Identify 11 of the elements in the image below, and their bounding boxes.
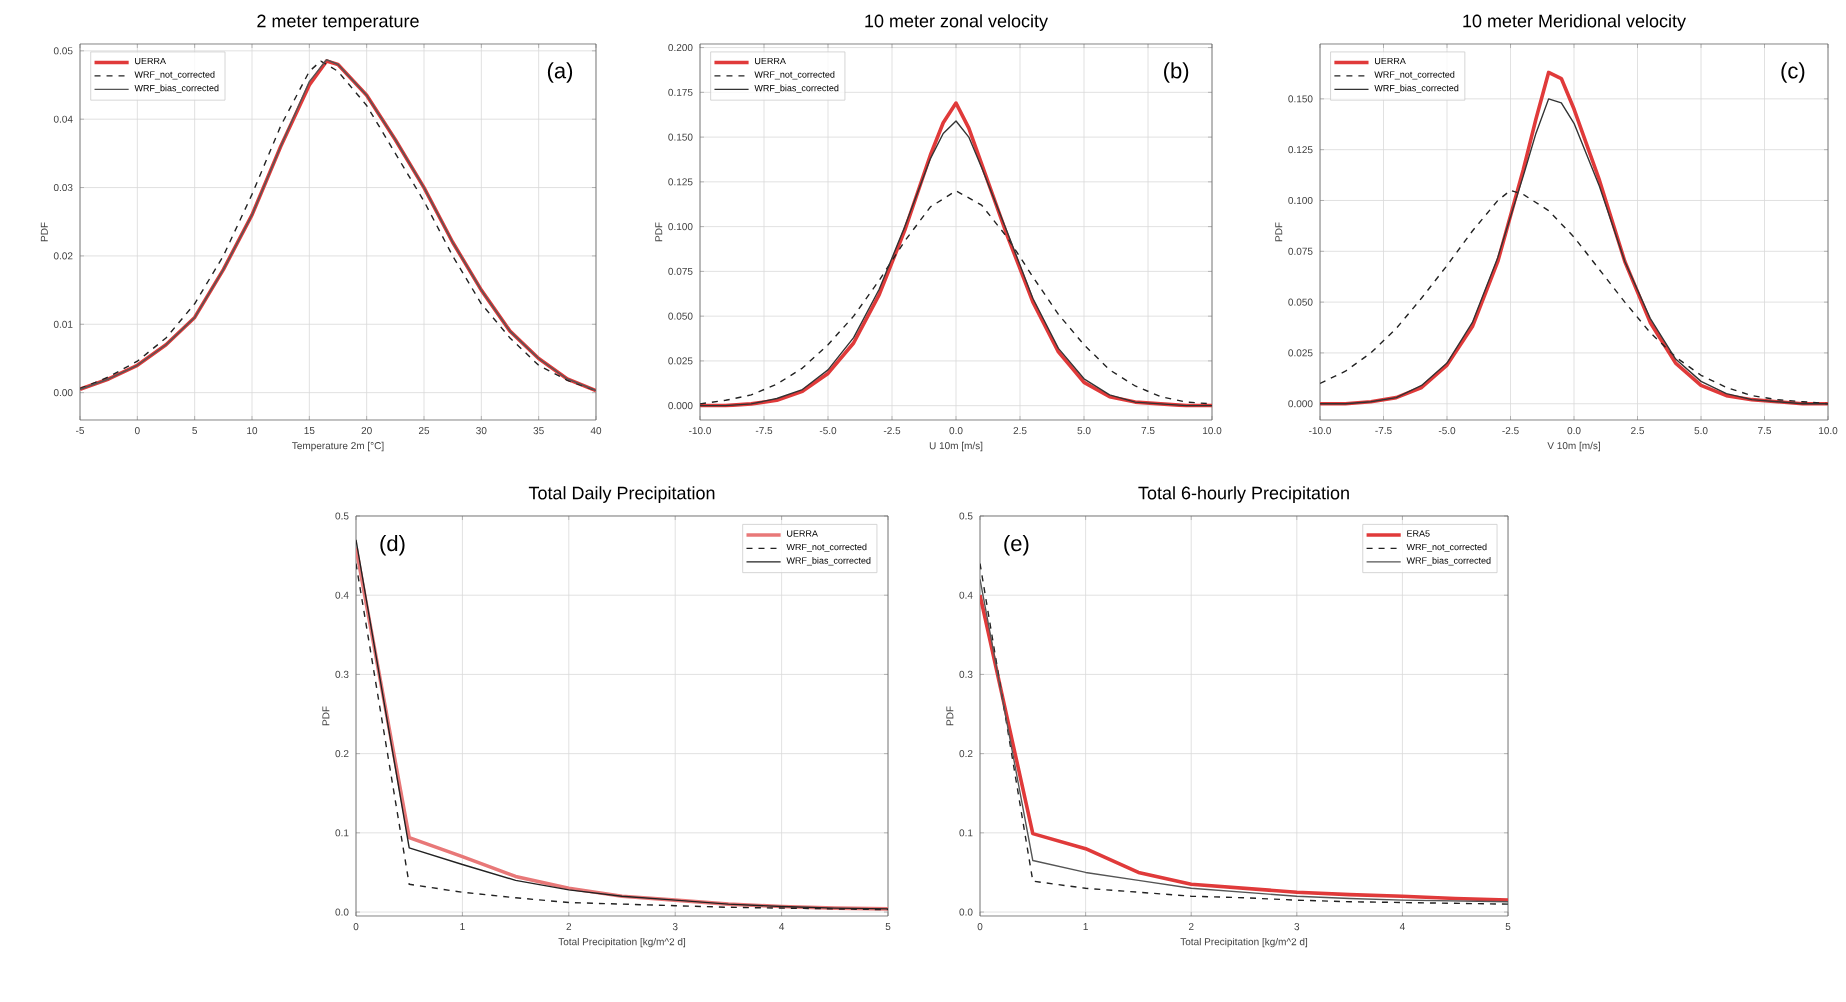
- annotation: (e): [1004, 535, 1029, 556]
- chart-title: Total Daily Precipitation: [528, 486, 715, 503]
- chart-title: Total 6-hourly Precipitation: [1138, 486, 1349, 503]
- annotation: (d): [380, 535, 405, 556]
- annotation: (c): [1781, 62, 1805, 83]
- annotation: (a): [547, 62, 573, 83]
- annotation: (b): [1164, 62, 1189, 83]
- chart-title: 10 meter Meridional velocity: [1463, 14, 1686, 31]
- chart-title: 10 meter zonal velocity: [865, 14, 1048, 31]
- chart-title: 2 meter temperature: [257, 14, 419, 31]
- line-series: [700, 190, 1213, 405]
